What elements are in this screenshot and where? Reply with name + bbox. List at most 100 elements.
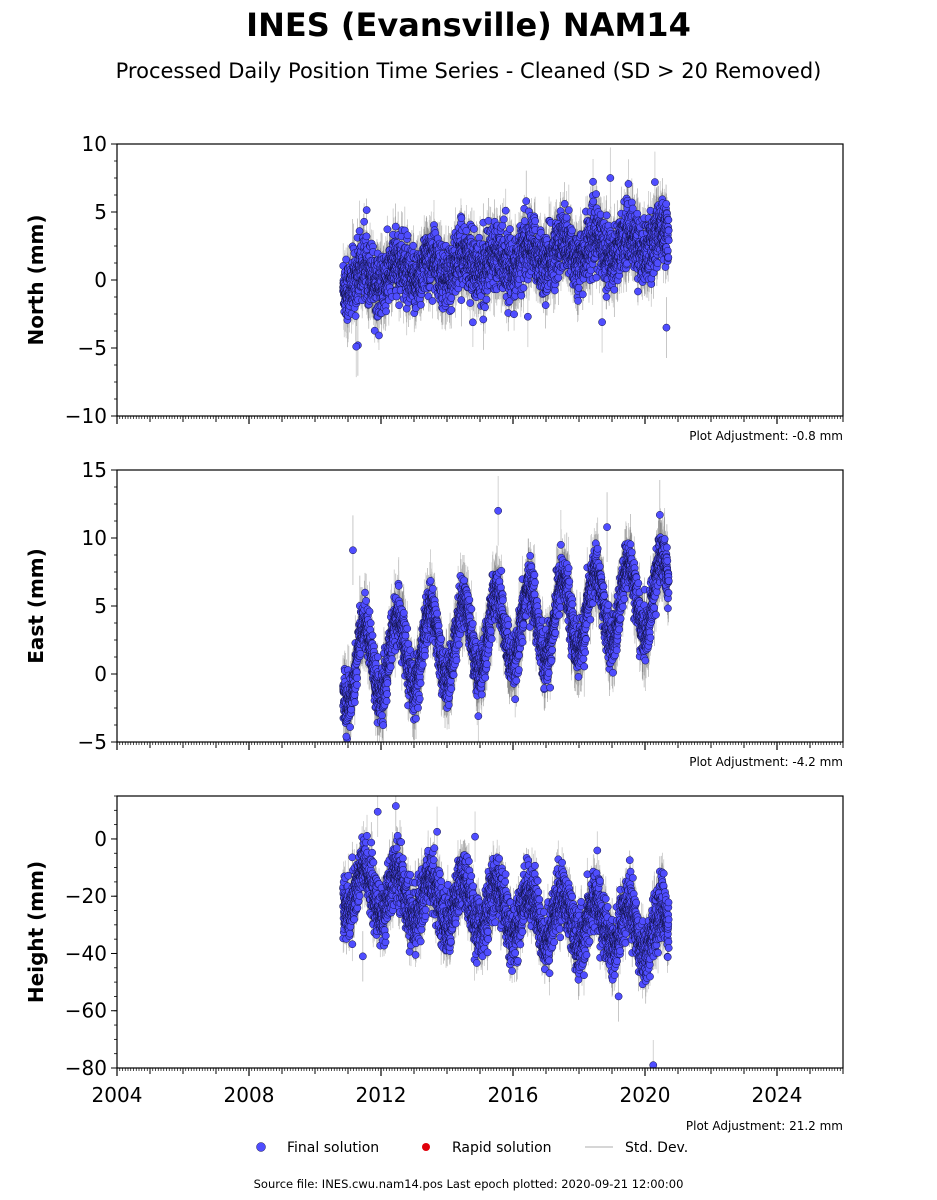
data-point	[368, 631, 377, 640]
y-tick-label: 5	[94, 200, 107, 224]
data-point	[457, 214, 466, 222]
data-point	[522, 197, 531, 205]
plot-area	[339, 475, 673, 742]
data-point	[383, 690, 391, 698]
data-point	[501, 206, 510, 215]
data-point	[403, 231, 412, 240]
plot-area	[339, 147, 673, 378]
y-tick-label: −10	[65, 404, 107, 428]
data-point	[365, 607, 374, 616]
data-point	[664, 253, 673, 262]
data-point	[421, 651, 429, 660]
data-point	[633, 209, 642, 218]
data-point	[362, 206, 371, 214]
data-point	[429, 584, 437, 593]
data-point	[403, 624, 412, 633]
data-point	[589, 197, 598, 206]
data-point	[399, 609, 408, 617]
data-point	[366, 619, 375, 627]
data-point	[447, 294, 456, 302]
data-point	[362, 232, 371, 241]
data-point	[510, 310, 518, 319]
data-point	[664, 226, 673, 235]
y-axis-label: North (mm)	[24, 214, 48, 345]
data-point	[610, 285, 619, 294]
data-point	[392, 292, 401, 301]
data-point	[634, 287, 642, 296]
data-point	[382, 307, 390, 316]
data-point	[360, 217, 368, 226]
data-point	[574, 284, 583, 292]
data-point	[664, 236, 673, 245]
data-point	[353, 680, 361, 689]
final-solution-points	[339, 506, 673, 742]
data-point	[342, 255, 350, 264]
data-point	[662, 200, 671, 208]
data-point	[517, 291, 526, 300]
chart-subtitle: Processed Daily Position Time Series - C…	[116, 59, 822, 83]
data-point	[479, 315, 488, 324]
data-point	[520, 217, 529, 225]
data-point	[428, 297, 437, 305]
data-point	[416, 679, 425, 688]
data-point	[662, 323, 671, 332]
data-point	[651, 178, 659, 186]
data-point	[602, 211, 611, 220]
data-point	[469, 318, 477, 327]
data-point	[498, 221, 507, 230]
data-point	[346, 723, 354, 731]
data-point	[554, 273, 563, 282]
data-point	[417, 300, 425, 309]
data-point	[401, 631, 410, 640]
data-point	[541, 301, 550, 310]
data-point	[457, 296, 466, 304]
data-point	[606, 174, 615, 182]
data-point	[386, 663, 395, 671]
data-point	[663, 246, 672, 255]
data-point	[388, 655, 396, 664]
data-point	[375, 331, 383, 340]
data-point	[394, 582, 403, 590]
data-point	[414, 704, 422, 712]
data-point	[564, 206, 573, 214]
data-point	[589, 177, 597, 186]
data-point	[351, 312, 360, 320]
data-point	[602, 293, 611, 301]
data-point	[412, 714, 420, 723]
data-point	[560, 199, 569, 208]
data-point	[592, 190, 600, 198]
data-point	[519, 284, 528, 292]
data-point	[379, 721, 388, 730]
data-point	[355, 227, 364, 235]
y-tick-label: −5	[78, 336, 107, 360]
data-point	[574, 297, 582, 305]
data-point	[361, 588, 369, 597]
data-point	[524, 312, 532, 321]
data-point	[418, 660, 427, 669]
data-point	[470, 225, 478, 233]
data-point	[347, 705, 356, 714]
data-point	[481, 303, 489, 312]
data-point	[362, 596, 370, 605]
final-solution-points	[339, 174, 673, 351]
data-point	[352, 342, 361, 351]
data-point	[391, 222, 400, 231]
data-point	[426, 576, 435, 585]
data-point	[664, 216, 673, 224]
data-point	[499, 215, 508, 224]
data-point	[433, 609, 442, 618]
y-tick-label: 0	[94, 268, 107, 292]
data-point	[383, 679, 392, 688]
data-point	[415, 694, 424, 703]
data-point	[350, 698, 359, 707]
data-point	[447, 306, 456, 314]
plot-adjustment: Plot Adjustment: -0.8 mm	[689, 429, 843, 443]
data-point	[466, 299, 475, 307]
data-point	[624, 180, 633, 188]
data-point	[506, 225, 514, 233]
data-point	[482, 295, 491, 304]
